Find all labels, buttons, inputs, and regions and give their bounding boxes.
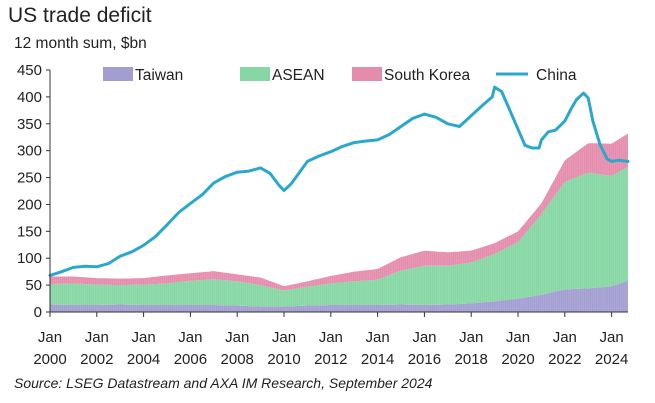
x-tick-year-label: 2022 (548, 351, 581, 368)
x-tick-year-label: 2020 (501, 351, 534, 368)
area-taiwan (50, 280, 628, 312)
source-note: Source: LSEG Datastream and AXA IM Resea… (14, 375, 433, 391)
axes (46, 69, 628, 317)
x-tick-month-label: Jan (600, 329, 624, 346)
trade-deficit-chart: 0 50 100 150 200 250 300 350 400 450 Jan 2000 Jan 20… (17, 62, 630, 368)
x-tick-month-label: Jan (366, 329, 390, 346)
legend-swatch-taiwan (103, 67, 133, 81)
x-tick-month-label: Jan (225, 329, 249, 346)
legend-swatch-asean (240, 67, 270, 81)
y-tick-label: 350 (17, 116, 42, 133)
area-asean (50, 166, 628, 307)
line-china (48, 85, 630, 277)
x-tick-labels: Jan 2000 Jan 2002 Jan 2004 Jan 2006 Jan 2008 Jan 20… (33, 329, 628, 368)
x-tick-year-label: 2008 (221, 351, 254, 368)
series-lines (48, 85, 630, 277)
x-tick-year-label: 2000 (33, 351, 66, 368)
x-tick-month-label: Jan (553, 329, 577, 346)
y-tick-label: 250 (17, 170, 42, 187)
x-tick-month-label: Jan (506, 329, 530, 346)
x-tick-month-label: Jan (319, 329, 343, 346)
x-tick-year-label: 2016 (408, 351, 441, 368)
legend-label-china: China (536, 67, 577, 84)
chart-title: US trade deficit (8, 4, 152, 27)
y-tick-label: 50 (25, 277, 42, 294)
legend: Taiwan ASEAN South Korea China (103, 67, 577, 84)
x-tick-year-label: 2004 (127, 351, 160, 368)
y-tick-label: 100 (17, 250, 42, 267)
x-tick-month-label: Jan (272, 329, 296, 346)
x-tick-month-label: Jan (85, 329, 109, 346)
x-tick-year-label: 2002 (80, 351, 113, 368)
y-tick-label: 400 (17, 89, 42, 106)
y-tick-label: 200 (17, 196, 42, 213)
x-tick-month-label: Jan (38, 329, 62, 346)
legend-label-korea: South Korea (384, 67, 471, 84)
y-tick-label: 150 (17, 223, 42, 240)
x-tick-month-label: Jan (459, 329, 483, 346)
legend-label-taiwan: Taiwan (135, 67, 183, 84)
plot-area: 0 50 100 150 200 250 300 350 400 450 Jan 2000 Jan 20… (17, 62, 630, 368)
x-tick-month-label: Jan (178, 329, 202, 346)
x-tick-month-label: Jan (412, 329, 436, 346)
legend-swatch-korea (352, 67, 382, 81)
stacked-areas (49, 133, 629, 312)
x-tick-year-label: 2014 (361, 351, 394, 368)
x-tick-year-label: 2024 (595, 351, 628, 368)
y-tick-labels: 0 50 100 150 200 250 300 350 400 450 (17, 62, 42, 321)
x-tick-year-label: 2006 (174, 351, 207, 368)
area-korea (50, 133, 628, 291)
x-tick-month-label: Jan (132, 329, 156, 346)
y-tick-label: 300 (17, 143, 42, 160)
x-tick-year-label: 2018 (455, 351, 488, 368)
y-tick-label: 0 (34, 304, 42, 321)
x-tick-year-label: 2010 (267, 351, 300, 368)
x-tick-year-label: 2012 (314, 351, 347, 368)
legend-label-asean: ASEAN (272, 67, 325, 84)
chart-subtitle: 12 month sum, $bn (14, 35, 147, 52)
y-tick-label: 450 (17, 62, 42, 79)
